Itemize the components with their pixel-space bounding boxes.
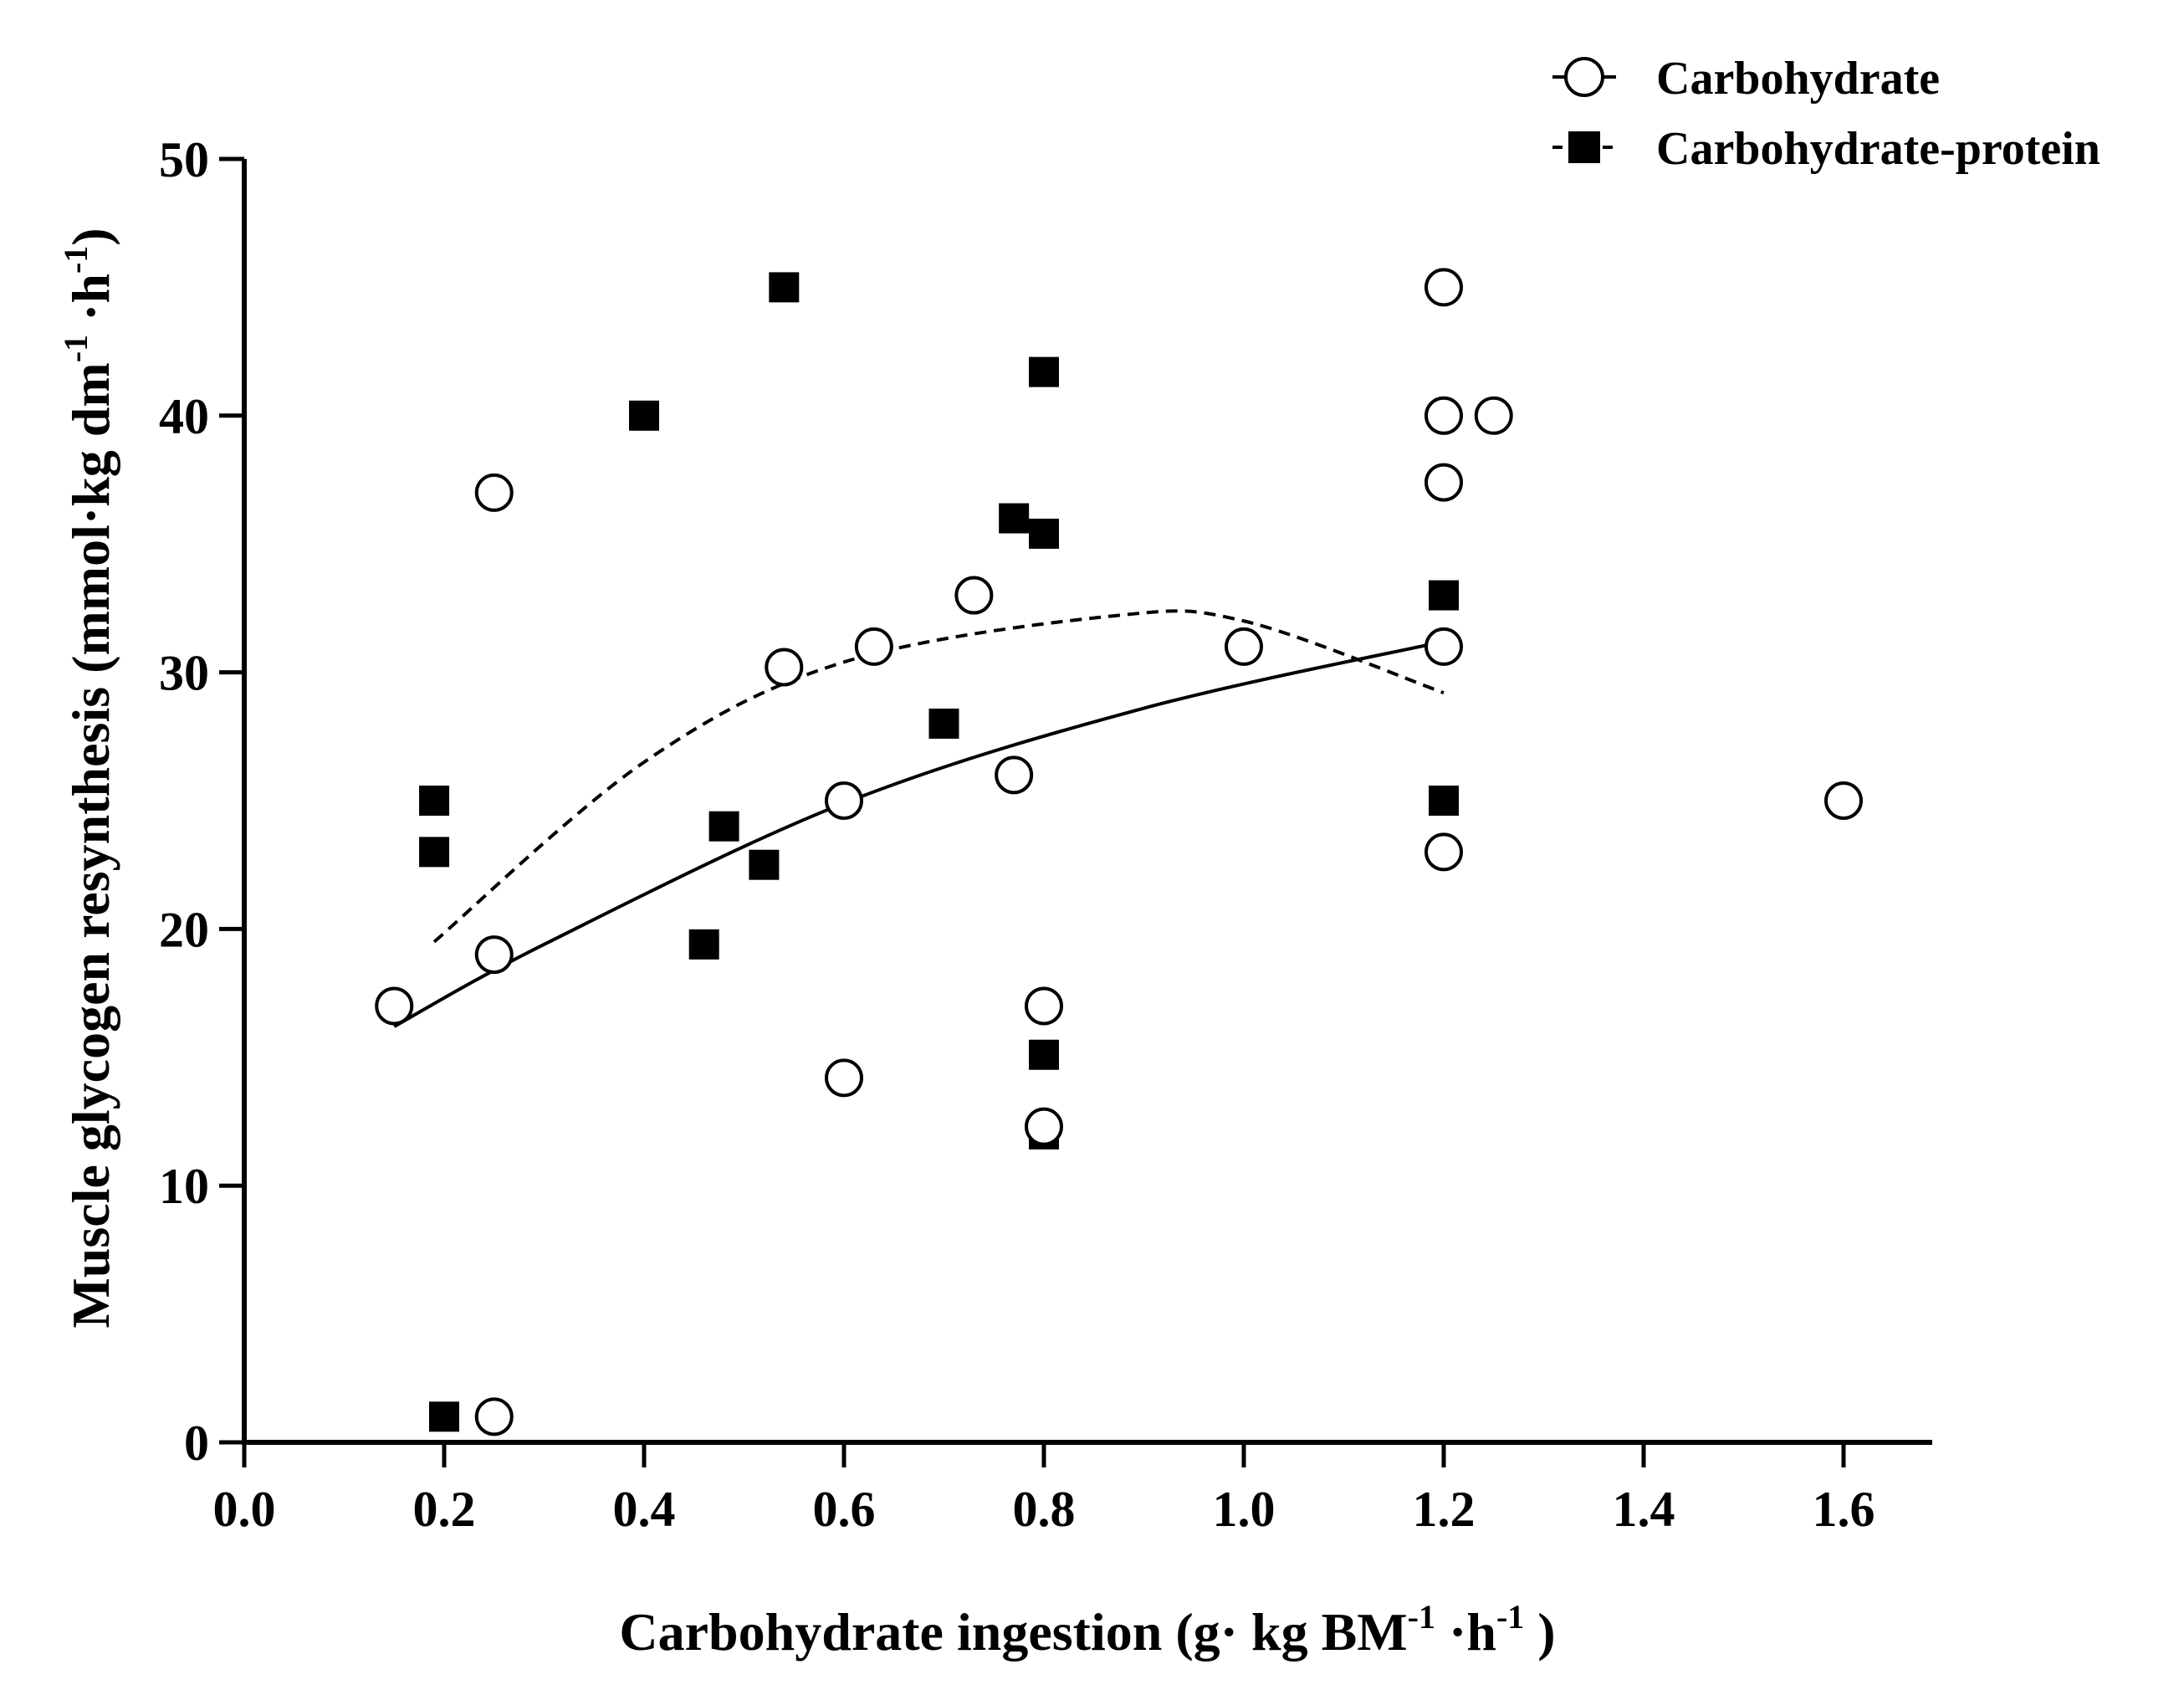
data-point-carbohydrate-protein bbox=[928, 708, 959, 739]
data-point-carbohydrate bbox=[995, 755, 1034, 795]
x-tick-label: 0.0 bbox=[213, 1482, 276, 1537]
data-point-carbohydrate bbox=[1424, 832, 1463, 872]
data-point-carbohydrate-protein bbox=[1429, 580, 1459, 611]
x-tick-label: 1.0 bbox=[1213, 1482, 1276, 1537]
legend-label-carbohydrate: Carbohydrate bbox=[1656, 53, 1940, 105]
data-point-carbohydrate bbox=[1025, 986, 1063, 1026]
x-tick-label: 0.6 bbox=[813, 1482, 876, 1537]
data-point-carbohydrate-protein bbox=[708, 811, 739, 842]
x-axis-title: Carbohydrate ingestion (g· kg BM-1 ·h-1 … bbox=[619, 1598, 1555, 1662]
x-tick-label: 1.6 bbox=[1813, 1482, 1875, 1537]
data-point-carbohydrate-protein bbox=[419, 837, 450, 868]
legend-item-carbohydrate-protein: Carbohydrate-protein bbox=[1552, 123, 2100, 175]
data-point-carbohydrate-protein bbox=[1029, 356, 1059, 387]
data-point-carbohydrate-protein bbox=[419, 786, 450, 816]
data-markers bbox=[375, 268, 1863, 1436]
y-tick-label: 0 bbox=[184, 1416, 209, 1471]
data-point-carbohydrate-protein bbox=[1029, 1039, 1059, 1070]
legend: Carbohydrate Carbohydrate-protein bbox=[1552, 53, 2100, 175]
data-point-carbohydrate bbox=[1824, 781, 1863, 820]
y-tick-label: 30 bbox=[159, 646, 209, 701]
x-tick-label: 1.4 bbox=[1613, 1482, 1675, 1537]
data-point-carbohydrate-protein bbox=[1429, 786, 1459, 816]
y-tick-label: 40 bbox=[159, 389, 209, 444]
data-point-carbohydrate bbox=[375, 986, 414, 1026]
data-point-carbohydrate bbox=[1424, 463, 1463, 502]
data-point-carbohydrate bbox=[825, 1058, 863, 1098]
data-point-carbohydrate bbox=[1474, 396, 1513, 435]
data-point-carbohydrate bbox=[765, 648, 804, 687]
data-point-carbohydrate bbox=[1424, 627, 1463, 666]
legend-marker-filled-square bbox=[1568, 131, 1600, 163]
x-tick-label: 0.8 bbox=[1013, 1482, 1076, 1537]
data-point-carbohydrate-protein bbox=[1029, 518, 1059, 549]
y-tick-label: 20 bbox=[159, 902, 209, 957]
data-point-carbohydrate bbox=[1424, 268, 1463, 307]
x-ticks: 0.0 0.2 0.4 0.6 0.8 1.0 1.2 1.4 1.6 bbox=[213, 1442, 1875, 1537]
data-point-carbohydrate bbox=[825, 781, 863, 820]
axes bbox=[242, 159, 1932, 1445]
y-ticks: 0 10 20 30 40 50 bbox=[159, 132, 244, 1471]
data-point-carbohydrate-protein bbox=[688, 929, 719, 960]
x-tick-label: 0.2 bbox=[413, 1482, 476, 1537]
data-point-carbohydrate bbox=[954, 576, 994, 615]
x-tick-label: 1.2 bbox=[1413, 1482, 1476, 1537]
data-point-carbohydrate bbox=[474, 473, 514, 512]
y-axis-title: Muscle glycogen resynthesis (mmol·kg dm-… bbox=[57, 228, 120, 1328]
data-point-carbohydrate bbox=[1424, 396, 1463, 435]
fit-line-carbohydrate bbox=[393, 639, 1445, 1028]
data-point-carbohydrate bbox=[854, 627, 893, 666]
data-point-carbohydrate-protein bbox=[749, 849, 780, 880]
y-tick-label: 10 bbox=[159, 1159, 209, 1214]
x-tick-label: 0.4 bbox=[613, 1482, 676, 1537]
data-point-carbohydrate bbox=[1025, 1107, 1063, 1146]
legend-marker-open-circle bbox=[1564, 57, 1604, 97]
y-tick-label: 50 bbox=[159, 132, 209, 187]
legend-label-carbohydrate-protein: Carbohydrate-protein bbox=[1656, 123, 2100, 175]
data-point-carbohydrate-protein bbox=[429, 1401, 459, 1432]
data-point-carbohydrate bbox=[474, 1397, 514, 1436]
fit-lines bbox=[393, 609, 1445, 1028]
legend-item-carbohydrate: Carbohydrate bbox=[1552, 53, 1940, 105]
data-point-carbohydrate-protein bbox=[999, 503, 1030, 534]
data-point-carbohydrate-protein bbox=[769, 272, 800, 303]
fit-line-carbohydrate-protein bbox=[432, 609, 1445, 944]
data-point-carbohydrate bbox=[474, 935, 514, 975]
data-point-carbohydrate bbox=[1225, 627, 1263, 666]
data-point-carbohydrate-protein bbox=[629, 400, 659, 431]
